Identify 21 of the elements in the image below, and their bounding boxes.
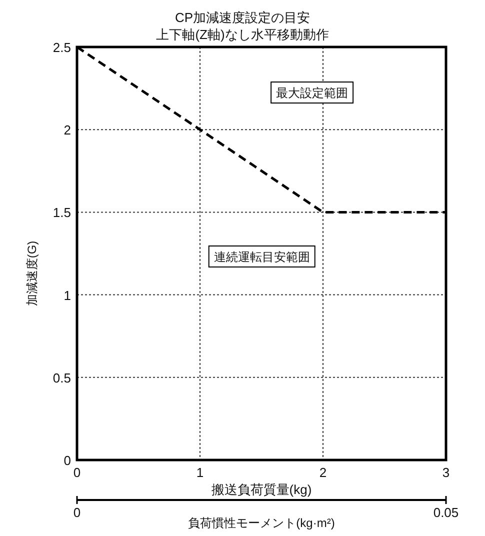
annotation: 連続運転目安範囲: [208, 245, 316, 268]
x-tick: 0: [73, 465, 81, 480]
annotation: 連続運転目安範囲: [214, 250, 310, 264]
x-tick: 1: [196, 465, 204, 480]
x2-tick: 0: [73, 505, 81, 520]
subtitle: 上下軸(Z軸)なし水平移動動作: [156, 27, 329, 42]
y-tick: 1: [64, 288, 71, 303]
x2-tick: 0.05: [433, 505, 459, 520]
x-tick: 2: [319, 465, 327, 480]
annotation: 最大設定範囲: [270, 82, 354, 104]
y-tick: 1.5: [52, 205, 71, 220]
x-tick: 3: [442, 465, 450, 480]
x-label: 搬送負荷質量(kg): [211, 482, 312, 497]
y-tick: 2: [64, 122, 71, 138]
y-tick: 0.5: [52, 370, 71, 386]
annotation: 最大設定範囲: [276, 86, 348, 100]
y-tick: 2.5: [52, 40, 71, 55]
title: CP加減速度設定の目安: [174, 10, 310, 25]
y-label: 加減速度(G): [25, 240, 39, 306]
x2-label: 負荷慣性モーメント(kg·m²): [188, 516, 335, 530]
y-tick: 0: [64, 453, 71, 468]
